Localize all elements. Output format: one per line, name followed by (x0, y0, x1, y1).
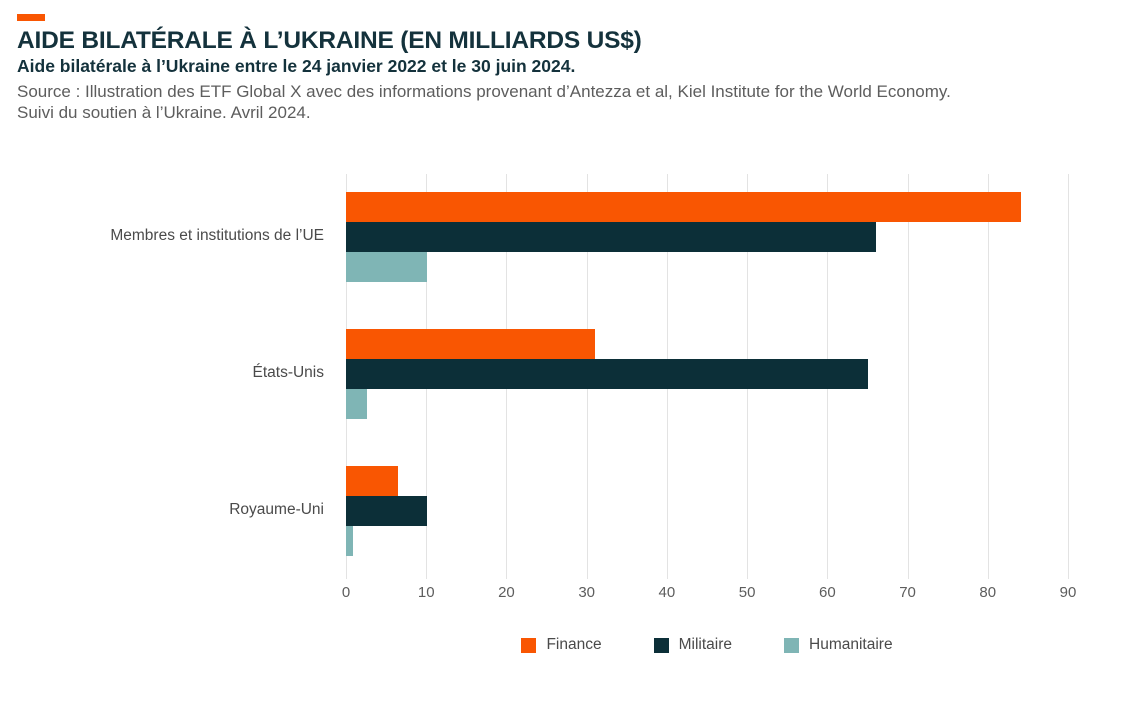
accent-bar-icon (17, 14, 45, 21)
gridline (907, 174, 909, 579)
bar-chart: Membres et institutions de l’UE États-Uni… (0, 160, 1143, 708)
category-label: Royaume-Uni (229, 501, 324, 518)
bar-militaire (346, 496, 428, 526)
bar-finance (346, 329, 595, 359)
x-tick-label: 70 (899, 584, 916, 601)
legend-item-militaire[interactable]: Militaire (653, 636, 732, 654)
legend-swatch-icon (653, 637, 669, 653)
x-tick-label: 30 (578, 584, 595, 601)
source-line-1: Source : Illustration des ETF Global X a… (17, 81, 951, 101)
bar-humanitaire (346, 389, 367, 419)
bar-militaire (346, 222, 877, 252)
x-tick-label: 50 (738, 584, 756, 601)
x-tick-label: 0 (341, 584, 351, 601)
chart-subtitle: Aide bilatérale à l’Ukraine entre le 24 … (17, 55, 576, 76)
x-tick-label: 10 (417, 584, 435, 601)
gridline (1068, 174, 1069, 579)
gridline (987, 174, 989, 579)
bar-group: Membres et institutions de l’UE (110, 192, 1068, 282)
chart-header: AIDE BILATÉRALE À L’UKRAINE (EN MILLIARD… (0, 0, 1143, 124)
x-tick-label: 90 (1059, 584, 1077, 601)
legend-swatch-icon (784, 637, 799, 653)
bar-finance (346, 466, 399, 496)
x-tick-label: 40 (658, 584, 676, 601)
legend-item-humanitaire[interactable]: Humanitaire (784, 636, 893, 654)
source-note: Source : Illustration des ETF Global X a… (17, 81, 1127, 125)
legend-label: Humanitaire (809, 636, 893, 653)
x-tick-label: 60 (818, 584, 836, 601)
legend-label: Militaire (678, 636, 732, 653)
bar-group: États-Unis (253, 329, 1068, 419)
category-label: États-Unis (252, 364, 325, 381)
x-tick-label: 80 (979, 584, 997, 601)
bar-humanitaire (346, 252, 428, 282)
x-tick-label: 20 (498, 584, 515, 601)
chart-legend: Finance Militaire Humanitaire (346, 636, 1068, 654)
bar-humanitaire (346, 526, 354, 556)
legend-swatch-icon (521, 637, 537, 653)
plot-area: Membres et institutions de l’UE États-Uni… (110, 174, 1069, 579)
bar-militaire (346, 359, 869, 389)
page-title: AIDE BILATÉRALE À L’UKRAINE (EN MILLIARD… (17, 27, 642, 54)
legend-item-finance[interactable]: Finance (521, 636, 602, 654)
bar-group: Royaume-Uni (229, 466, 1068, 556)
legend-label: Finance (546, 636, 602, 653)
category-label: Membres et institutions de l’UE (110, 227, 324, 244)
bar-finance (346, 192, 1022, 222)
source-line-2: Suivi du soutien à l’Ukraine. Avril 2024… (17, 103, 311, 123)
